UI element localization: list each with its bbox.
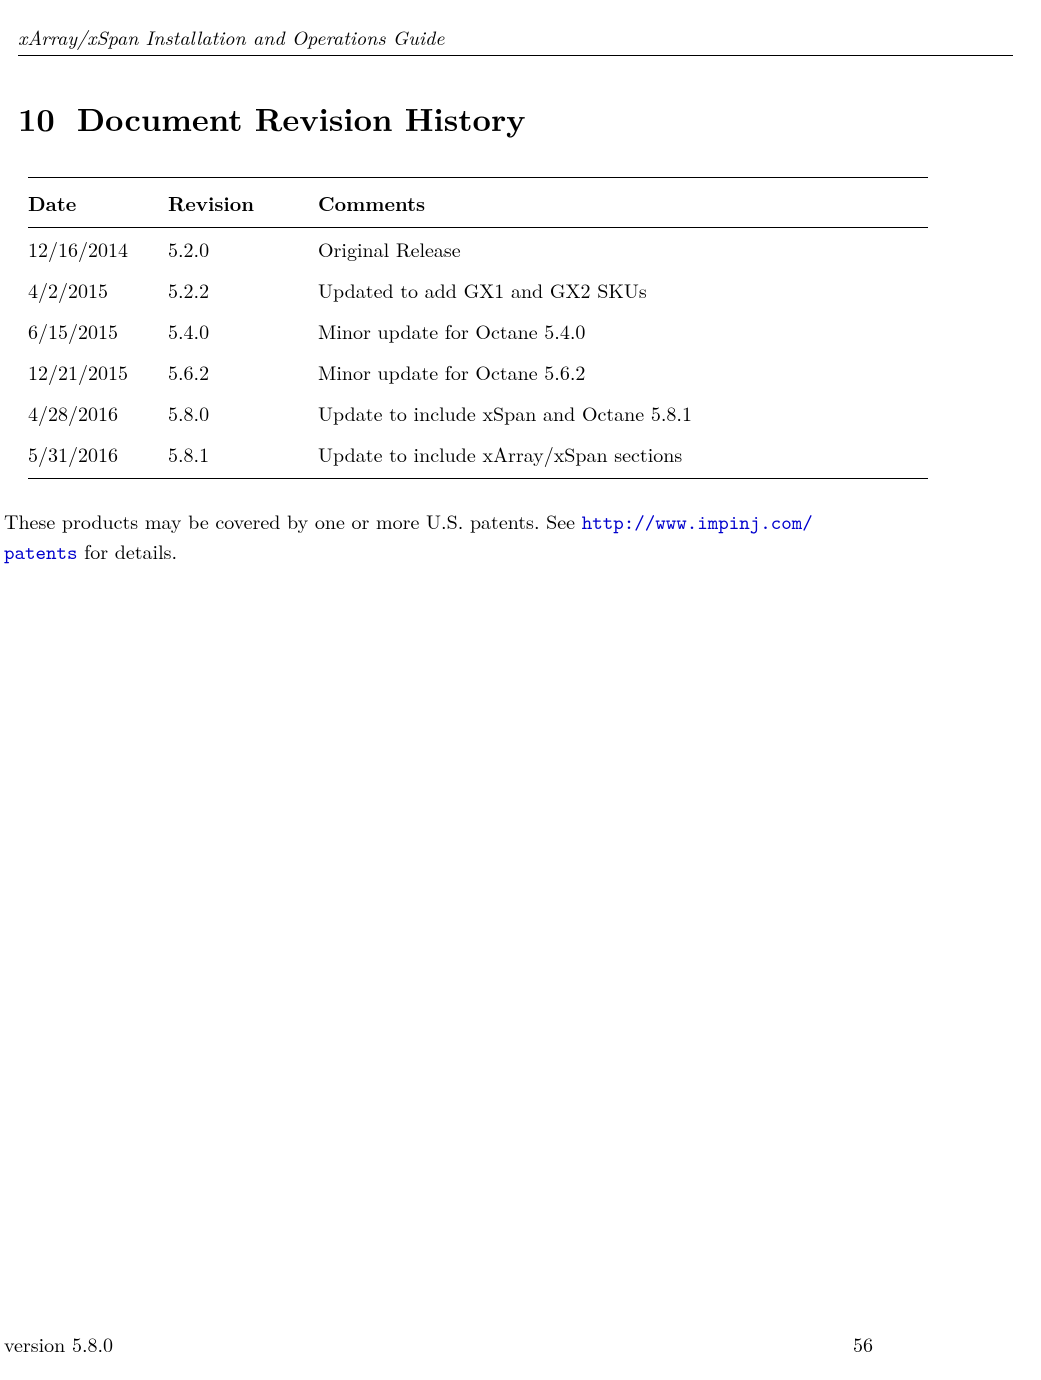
section-number: 10 — [18, 96, 55, 141]
table-row: 4/2/2015 5.2.2 Updated to add GX1 and GX… — [28, 269, 928, 310]
cell-revision: 5.6.2 — [168, 351, 318, 392]
cell-revision: 5.2.2 — [168, 269, 318, 310]
table-row: 4/28/2016 5.8.0 Update to include xSpan … — [28, 392, 928, 433]
cell-revision: 5.8.1 — [168, 433, 318, 479]
patent-link-line2: patents — [4, 540, 78, 566]
cell-date: 5/31/2016 — [28, 433, 168, 479]
cell-comments: Update to include xSpan and Octane 5.8.1 — [318, 392, 928, 433]
patent-text-suffix: for details. — [78, 536, 178, 565]
table-header-row: Date Revision Comments — [28, 178, 928, 228]
cell-revision: 5.8.0 — [168, 392, 318, 433]
patent-paragraph: These products may be covered by one or … — [4, 507, 1037, 567]
table-row: 6/15/2015 5.4.0 Minor update for Octane … — [28, 310, 928, 351]
cell-comments: Original Release — [318, 228, 928, 270]
cell-comments: Minor update for Octane 5.6.2 — [318, 351, 928, 392]
section-heading: 10 Document Revision History — [18, 96, 1041, 141]
revision-history-table: Date Revision Comments 12/16/2014 5.2.0 … — [28, 177, 928, 479]
table-row: 5/31/2016 5.8.1 Update to include xArray… — [28, 433, 928, 479]
table-row: 12/21/2015 5.6.2 Minor update for Octane… — [28, 351, 928, 392]
cell-revision: 5.2.0 — [168, 228, 318, 270]
section-title: Document Revision History — [77, 96, 526, 141]
cell-comments: Update to include xArray/xSpan sections — [318, 433, 928, 479]
patent-text-prefix: These products may be covered by one or … — [4, 506, 582, 535]
col-header-revision: Revision — [168, 178, 318, 228]
col-header-comments: Comments — [318, 178, 928, 228]
col-header-date: Date — [28, 178, 168, 228]
table-row: 12/16/2014 5.2.0 Original Release — [28, 228, 928, 270]
patent-link-line1: http://www.impinj.com/ — [582, 510, 813, 536]
cell-date: 4/2/2015 — [28, 269, 168, 310]
cell-revision: 5.4.0 — [168, 310, 318, 351]
running-header: xArray/xSpan Installation and Operations… — [18, 0, 1013, 56]
cell-date: 12/16/2014 — [28, 228, 168, 270]
cell-date: 6/15/2015 — [28, 310, 168, 351]
page-footer: version 5.8.0 56 — [0, 1329, 1041, 1358]
cell-comments: Updated to add GX1 and GX2 SKUs — [318, 269, 928, 310]
cell-date: 12/21/2015 — [28, 351, 168, 392]
footer-page-number: 56 — [853, 1329, 873, 1358]
footer-version: version 5.8.0 — [4, 1329, 113, 1358]
cell-comments: Minor update for Octane 5.4.0 — [318, 310, 928, 351]
cell-date: 4/28/2016 — [28, 392, 168, 433]
